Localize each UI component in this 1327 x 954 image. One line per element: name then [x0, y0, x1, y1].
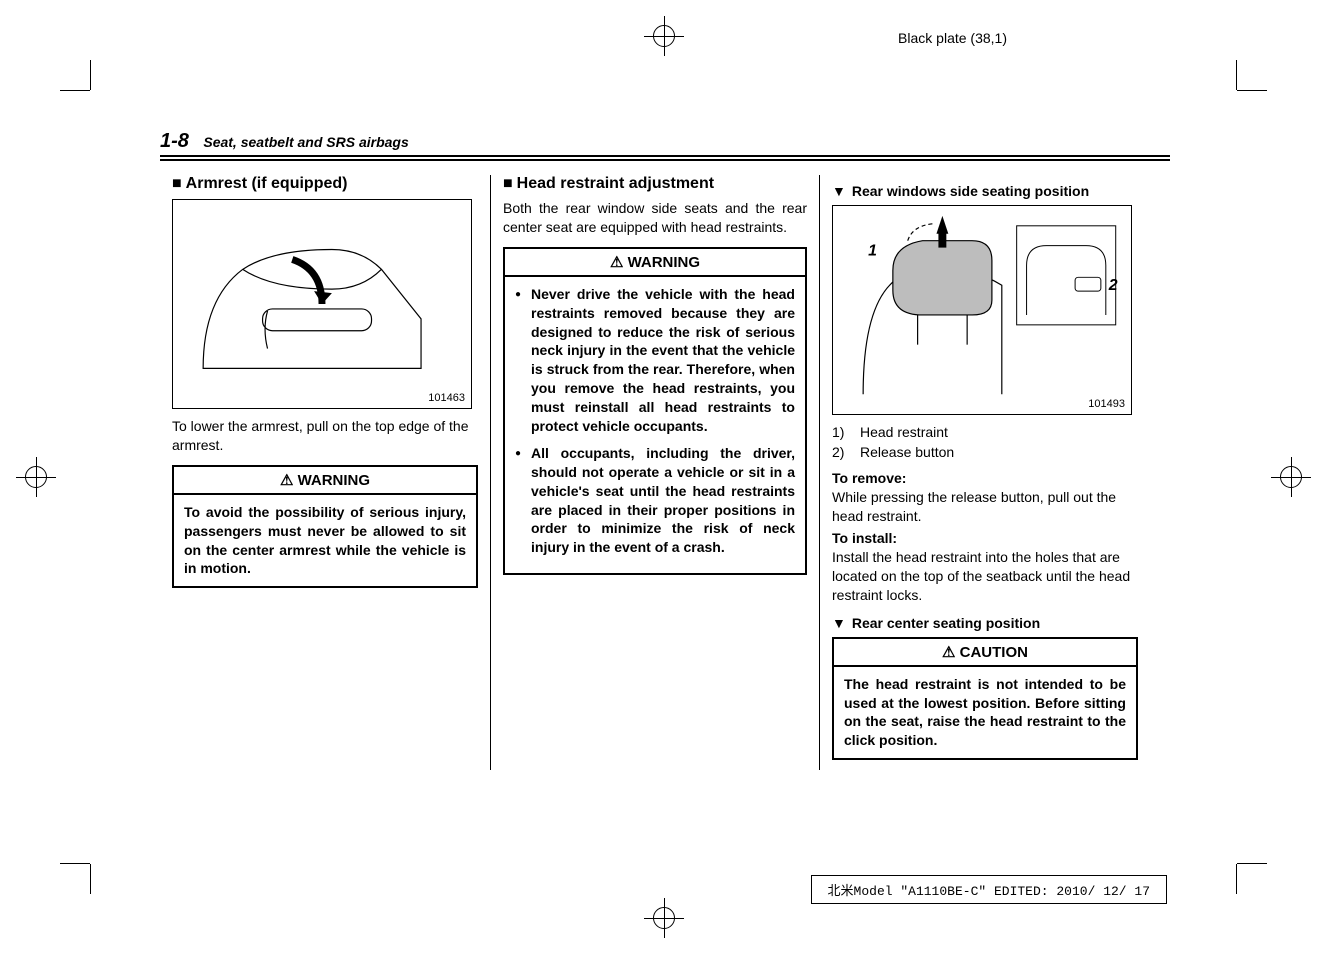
caution-label: CAUTION — [960, 644, 1028, 661]
crop-mark-bottom — [644, 898, 684, 938]
square-bullet-icon: ■ — [503, 175, 513, 192]
install-section: To install: Install the head restraint i… — [832, 530, 1138, 605]
rear-side-heading-text: Rear windows side seating position — [852, 183, 1089, 199]
warning-label: WARNING — [628, 254, 701, 271]
svg-text:1: 1 — [868, 243, 877, 260]
rear-center-heading-text: Rear center seating position — [852, 615, 1040, 631]
column-2: ■Head restraint adjustment Both the rear… — [490, 175, 820, 770]
armrest-illustration: 101463 — [172, 199, 472, 409]
corner-mark-br — [1177, 804, 1237, 864]
square-bullet-icon: ■ — [172, 175, 182, 192]
section-title: Seat, seatbelt and SRS airbags — [203, 134, 408, 150]
warning-icon: ⚠ — [610, 254, 623, 271]
illustration-id: 101463 — [428, 392, 465, 404]
caution-icon: ⚠ — [942, 644, 955, 661]
plate-label: Black plate (38,1) — [898, 30, 1007, 46]
rear-side-heading: ▼ Rear windows side seating position — [832, 183, 1138, 199]
armrest-body: To lower the armrest, pull on the top ed… — [172, 417, 478, 455]
crop-mark-left — [16, 457, 56, 497]
caution-body: The head restraint is not intended to be… — [834, 667, 1136, 759]
armrest-warning-box: ⚠ WARNING To avoid the possibility of se… — [172, 465, 478, 589]
column-1: ■Armrest (if equipped) 101463 To lower t… — [160, 175, 490, 770]
page-header: 1-8 Seat, seatbelt and SRS airbags — [160, 130, 1170, 161]
headrestraint-heading-text: Head restraint adjustment — [517, 175, 714, 192]
legend-row: 1) Head restraint — [832, 423, 1138, 443]
column-3: ▼ Rear windows side seating position — [820, 175, 1150, 770]
warning-body: Never drive the vehicle with the head re… — [505, 277, 805, 573]
warning-header: ⚠ WARNING — [174, 467, 476, 495]
corner-mark-tl — [90, 90, 150, 150]
illustration-id: 101493 — [1088, 398, 1125, 410]
warning-header: ⚠ WARNING — [505, 249, 805, 277]
svg-text:2: 2 — [1108, 277, 1118, 294]
headrest-illustration: 1 2 101493 — [832, 205, 1132, 415]
crop-mark-top — [644, 16, 684, 56]
warning-label: WARNING — [298, 472, 371, 489]
remove-section: To remove: While pressing the release bu… — [832, 470, 1138, 526]
legend-text: Head restraint — [860, 423, 948, 443]
rear-center-heading: ▼ Rear center seating position — [832, 615, 1138, 631]
triangle-bullet-icon: ▼ — [832, 615, 846, 631]
warning-icon: ⚠ — [280, 472, 293, 489]
corner-mark-bl — [90, 804, 150, 864]
remove-body: While pressing the release button, pull … — [832, 488, 1138, 526]
remove-label: To remove: — [832, 470, 906, 486]
armrest-heading-text: Armrest (if equipped) — [186, 175, 348, 192]
page-content: 1-8 Seat, seatbelt and SRS airbags ■Armr… — [160, 130, 1170, 770]
caution-header: ⚠ CAUTION — [834, 639, 1136, 667]
triangle-bullet-icon: ▼ — [832, 183, 846, 199]
legend-num: 1) — [832, 423, 860, 443]
corner-mark-tr — [1177, 90, 1237, 150]
headrestraint-heading: ■Head restraint adjustment — [503, 175, 807, 193]
crop-mark-right — [1271, 457, 1311, 497]
warning-item: Never drive the vehicle with the head re… — [515, 285, 795, 436]
legend-text: Release button — [860, 443, 954, 463]
page-number: 1-8 — [160, 130, 189, 152]
footer-edit-info: 北米Model "A1110BE-C" EDITED: 2010/ 12/ 17 — [811, 875, 1167, 904]
install-label: To install: — [832, 530, 897, 546]
headrestraint-warning-box: ⚠ WARNING Never drive the vehicle with t… — [503, 247, 807, 575]
caution-box: ⚠ CAUTION The head restraint is not inte… — [832, 637, 1138, 761]
warning-body: To avoid the possibility of serious inju… — [174, 495, 476, 587]
install-body: Install the head restraint into the hole… — [832, 548, 1138, 605]
legend-row: 2) Release button — [832, 443, 1138, 463]
legend-num: 2) — [832, 443, 860, 463]
warning-item: All occupants, including the driver, sho… — [515, 444, 795, 557]
headrestraint-intro: Both the rear window side seats and the … — [503, 199, 807, 237]
legend: 1) Head restraint 2) Release button — [832, 423, 1138, 462]
armrest-heading: ■Armrest (if equipped) — [172, 175, 478, 193]
